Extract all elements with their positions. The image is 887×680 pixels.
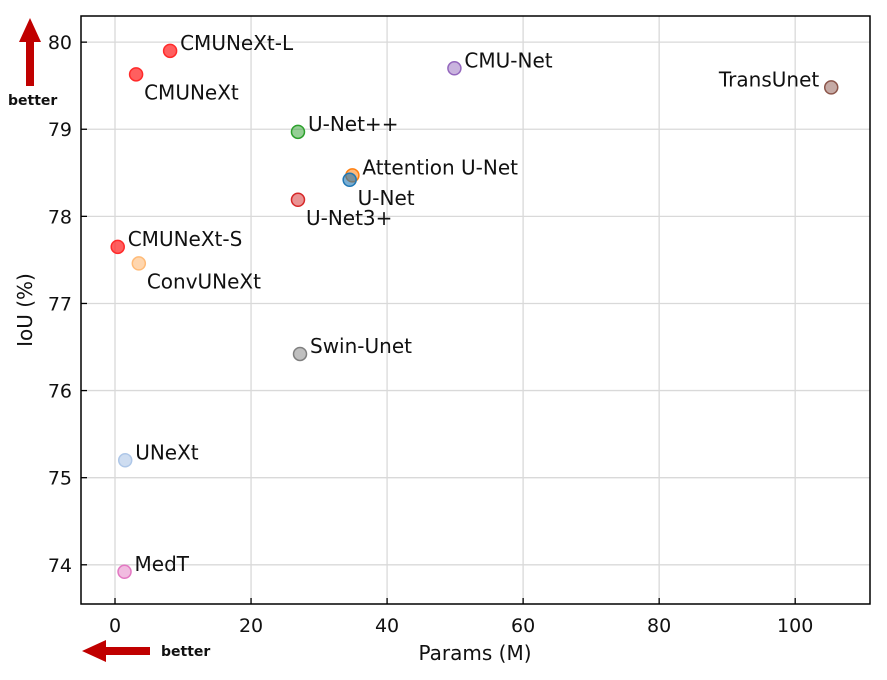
point-label: ConvUNeXt	[147, 269, 261, 293]
point-label: U-Net3+	[306, 206, 392, 230]
data-points: CMUNeXt-L CMUNeXt CMU-Net TransUnet U-Net++ A…	[110, 31, 839, 580]
point-label: U-Net++	[308, 112, 398, 136]
axis-ticks: 0 20 40 60 80 100 74 75 76 77 78 79 80	[48, 32, 814, 637]
point-label: UNeXt	[135, 440, 199, 464]
y-axis-label: IoU (%)	[13, 273, 37, 347]
better-left-annotation: better	[82, 640, 210, 662]
point-medt	[117, 564, 132, 580]
x-tick-label: 60	[511, 615, 535, 637]
point-label: Attention U-Net	[362, 155, 518, 179]
better-left-label: better	[161, 644, 210, 660]
point-convunext	[131, 256, 147, 271]
x-tick-label: 40	[375, 615, 399, 637]
point-label: CMUNeXt-L	[180, 31, 294, 55]
y-tick-label: 79	[48, 119, 72, 141]
x-tick-label: 0	[109, 615, 121, 637]
point-label: CMUNeXt	[144, 80, 239, 104]
left-arrow-icon	[82, 640, 150, 662]
y-tick-label: 77	[48, 293, 72, 315]
y-tick-label: 78	[48, 206, 72, 228]
point-label: Swin-Unet	[310, 334, 412, 358]
y-tick-label: 74	[48, 555, 72, 577]
point-label: MedT	[135, 552, 190, 576]
better-up-label: better	[8, 93, 57, 109]
point-u-net3	[290, 192, 306, 208]
point-cmunext	[128, 67, 144, 82]
x-axis-label: Params (M)	[418, 641, 531, 665]
plot-frame	[80, 15, 871, 605]
point-swin-unet	[292, 346, 308, 362]
y-tick-label: 76	[48, 381, 72, 403]
x-tick-label: 100	[777, 615, 813, 637]
y-tick-label: 75	[48, 468, 72, 490]
point-label: CMU-Net	[464, 48, 552, 72]
point-label: TransUnet	[718, 67, 819, 91]
point-u-net	[290, 124, 306, 140]
x-tick-label: 20	[239, 615, 263, 637]
point-u-net	[342, 172, 357, 188]
point-transunet	[823, 80, 839, 95]
point-cmunext-l	[162, 43, 178, 59]
point-label: CMUNeXt-S	[128, 227, 243, 251]
point-cmu-net	[447, 61, 462, 76]
x-tick-label: 80	[647, 615, 671, 637]
better-up-annotation: better	[8, 18, 57, 109]
point-cmunext-s	[110, 239, 125, 255]
y-tick-label: 80	[48, 32, 72, 54]
point-unext	[117, 453, 133, 468]
point-label: U-Net	[358, 186, 415, 210]
up-arrow-icon	[19, 18, 41, 86]
grid-lines	[81, 16, 870, 604]
